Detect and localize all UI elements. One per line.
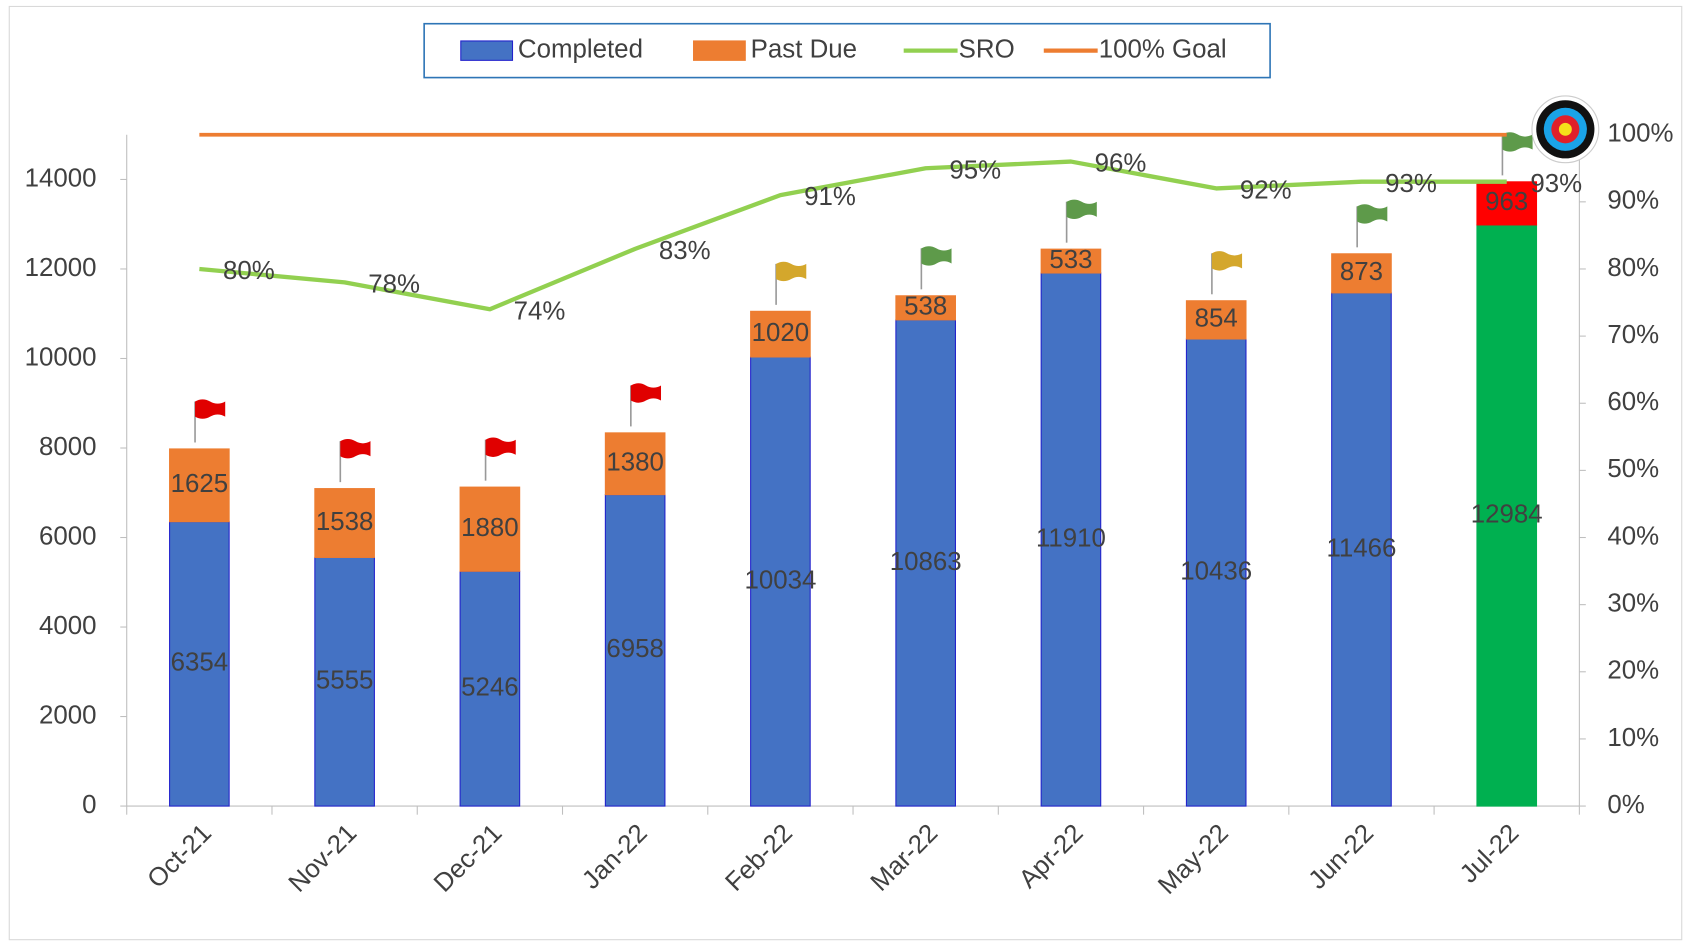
y2-tick-label: 100% bbox=[1607, 120, 1673, 148]
flag-cloth bbox=[630, 383, 662, 403]
bar-segment bbox=[604, 432, 666, 496]
y-tick-label: 2000 bbox=[39, 701, 97, 729]
data-label: 533 bbox=[1049, 246, 1092, 274]
data-label: 93% bbox=[1530, 170, 1582, 198]
flag-icon bbox=[1501, 132, 1533, 176]
data-label: 93% bbox=[1385, 170, 1437, 198]
bar-segment bbox=[604, 494, 666, 807]
y2-tick-label: 30% bbox=[1607, 589, 1659, 617]
legend: Completed Past Due SRO 100% Goal bbox=[423, 22, 1271, 79]
bar-segment bbox=[169, 448, 230, 523]
flag-icon bbox=[1211, 251, 1243, 295]
flag-cloth bbox=[485, 437, 516, 457]
data-label: 873 bbox=[1340, 258, 1383, 286]
bar-segment bbox=[459, 486, 521, 572]
data-label: 74% bbox=[514, 297, 566, 325]
legend-label: Past Due bbox=[751, 35, 857, 63]
flag-icon bbox=[775, 261, 807, 305]
data-label: 1020 bbox=[752, 319, 810, 347]
y-tick-label: 4000 bbox=[39, 612, 97, 640]
data-label: 6354 bbox=[171, 649, 229, 677]
y2-tick-label: 50% bbox=[1607, 455, 1659, 483]
target-icon bbox=[1531, 95, 1600, 164]
data-label: 6958 bbox=[606, 635, 664, 663]
data-label: 1625 bbox=[171, 470, 229, 498]
y2-tick-label: 20% bbox=[1607, 657, 1659, 685]
bar-segment bbox=[1040, 248, 1102, 274]
y-tick-label: 0 bbox=[82, 791, 96, 819]
data-label: 12984 bbox=[1471, 500, 1543, 528]
legend-box bbox=[423, 22, 1271, 79]
flag-icon bbox=[1065, 199, 1097, 243]
y-tick-label: 6000 bbox=[39, 522, 97, 550]
bar-segment bbox=[1040, 272, 1102, 807]
flag-icon bbox=[484, 437, 516, 481]
y-tick-label: 10000 bbox=[25, 343, 97, 371]
bar-segment bbox=[1185, 338, 1247, 807]
data-label: 10034 bbox=[744, 566, 816, 594]
bar-segment bbox=[750, 310, 811, 358]
flag-cloth bbox=[1211, 251, 1243, 271]
line bbox=[199, 159, 1507, 312]
flag-cloth bbox=[1066, 199, 1097, 219]
bar-segment bbox=[314, 488, 375, 558]
data-label: 5555 bbox=[316, 667, 374, 695]
y2-tick-label: 70% bbox=[1607, 321, 1659, 349]
bar-segment bbox=[1331, 253, 1392, 294]
legend-label: SRO bbox=[959, 35, 1015, 63]
flag-icon bbox=[339, 439, 371, 483]
bar-segment bbox=[750, 356, 811, 807]
y-tick-label: 8000 bbox=[39, 433, 97, 461]
data-label: 10436 bbox=[1180, 557, 1252, 585]
data-label: 1538 bbox=[316, 508, 374, 536]
legend-swatch bbox=[693, 40, 746, 61]
chart-border bbox=[8, 5, 1683, 941]
y2-tick-label: 80% bbox=[1607, 254, 1659, 282]
y2-tick-label: 60% bbox=[1607, 388, 1659, 416]
data-label: 78% bbox=[368, 270, 420, 298]
data-label: 96% bbox=[1095, 150, 1147, 178]
flag-cloth bbox=[776, 261, 807, 282]
bar-segment bbox=[1331, 292, 1392, 807]
data-label: 1380 bbox=[606, 449, 664, 477]
data-label: 5246 bbox=[461, 673, 519, 701]
bar-segment bbox=[895, 295, 956, 321]
flag-icon bbox=[1356, 204, 1388, 248]
data-label: 963 bbox=[1485, 188, 1528, 216]
bar-segment bbox=[895, 319, 956, 807]
data-label: 91% bbox=[804, 183, 856, 211]
y2-tick-label: 10% bbox=[1607, 724, 1659, 752]
y-tick-label: 12000 bbox=[25, 254, 97, 282]
bar-segment bbox=[459, 570, 521, 807]
data-label: 92% bbox=[1240, 176, 1292, 204]
data-label: 83% bbox=[659, 237, 711, 265]
flag-cloth bbox=[1357, 204, 1388, 224]
y2-tick-label: 90% bbox=[1607, 187, 1659, 215]
data-label: 1880 bbox=[461, 514, 519, 542]
flag-cloth bbox=[340, 439, 371, 459]
flag-icon bbox=[630, 383, 662, 427]
flag-cloth bbox=[195, 399, 226, 419]
flag-icon bbox=[194, 399, 226, 443]
bar-segment bbox=[169, 521, 230, 807]
data-label: 538 bbox=[904, 293, 947, 321]
legend-swatch bbox=[460, 40, 514, 61]
flag-cloth bbox=[1502, 132, 1533, 152]
data-label: 854 bbox=[1195, 305, 1238, 333]
data-label: 10863 bbox=[890, 548, 962, 576]
data-label: 95% bbox=[949, 156, 1001, 184]
legend-label: 100% Goal bbox=[1099, 35, 1227, 63]
bar-segment bbox=[1476, 224, 1538, 807]
y-tick-label: 14000 bbox=[25, 164, 97, 192]
y2-tick-label: 40% bbox=[1607, 522, 1659, 550]
y2-tick-label: 0% bbox=[1607, 791, 1644, 819]
data-label: 80% bbox=[223, 257, 275, 285]
bar-segment bbox=[1185, 300, 1247, 340]
data-label: 11910 bbox=[1036, 524, 1106, 552]
data-label: 11466 bbox=[1326, 534, 1396, 562]
legend-label: Completed bbox=[518, 35, 643, 63]
flag-cloth bbox=[921, 246, 952, 266]
flag-icon bbox=[920, 246, 952, 290]
